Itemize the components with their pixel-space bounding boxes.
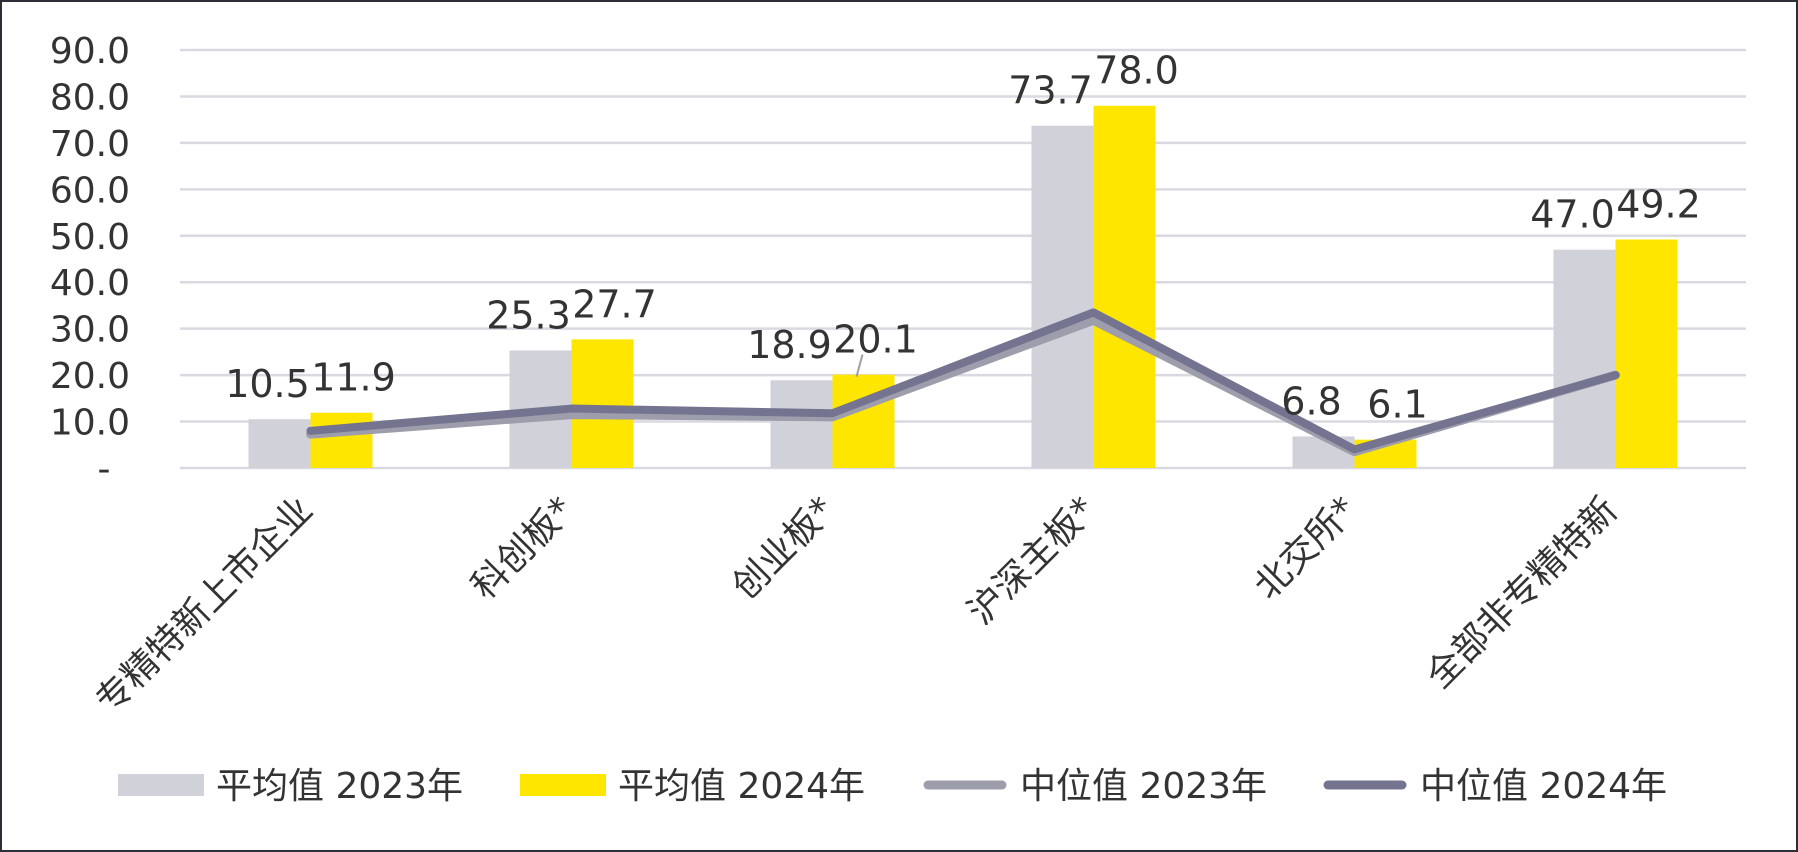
data-label: 47.0: [1530, 193, 1615, 237]
y-tick-label: -: [98, 449, 111, 490]
bar: [1093, 105, 1156, 468]
bar: [770, 380, 833, 468]
legend-label: 平均值 2024年: [618, 766, 865, 807]
category-label: 科创板*: [464, 489, 582, 607]
median-lines: [306, 308, 1620, 457]
category-label: 北交所*: [1247, 489, 1365, 607]
data-label: 78.0: [1094, 49, 1179, 93]
data-label: 49.2: [1616, 182, 1701, 226]
y-tick-label: 70.0: [50, 124, 130, 165]
data-label: 6.1: [1367, 383, 1427, 427]
y-axis-ticks: - 10.0 20.0 30.0 40.0 50.0 60.0 70.0 80.0 90.0: [50, 31, 130, 490]
category-label: 全部非专精特新: [1419, 489, 1626, 696]
bar: [1553, 249, 1616, 468]
category-label: 专精特新上市企业: [88, 489, 321, 722]
y-tick-label: 10.0: [50, 403, 130, 444]
label-leader-line: [855, 354, 864, 377]
data-label: 25.3: [486, 293, 571, 337]
data-label: 73.7: [1008, 69, 1093, 113]
median-line: [306, 308, 1620, 454]
bar: [248, 419, 311, 468]
data-label: 27.7: [572, 282, 657, 326]
legend-swatch: [520, 774, 606, 796]
legend-label: 中位值 2023年: [1020, 766, 1267, 807]
x-axis-categories: 专精特新上市企业 科创板* 创业板* 沪深主板* 北交所* 全部非专精特新: [88, 489, 1626, 722]
y-tick-label: 90.0: [50, 31, 130, 72]
data-label: 11.9: [311, 356, 396, 400]
legend-label: 平均值 2023年: [216, 766, 463, 807]
bar: [1031, 125, 1094, 469]
legend: 平均值 2023年 平均值 2024年 中位值 2023年 中位值 2024年: [118, 766, 1667, 807]
bar: [571, 339, 634, 468]
legend-label: 中位值 2024年: [1420, 766, 1667, 807]
y-tick-label: 20.0: [50, 356, 130, 397]
category-label: 沪深主板*: [960, 489, 1104, 633]
y-tick-label: 60.0: [50, 170, 130, 211]
y-tick-label: 40.0: [50, 263, 130, 304]
y-tick-label: 50.0: [50, 217, 130, 258]
bar: [1615, 239, 1678, 468]
data-label: 10.5: [225, 362, 310, 406]
category-label: 创业板*: [725, 489, 843, 607]
y-tick-label: 80.0: [50, 77, 130, 118]
data-label: 6.8: [1281, 379, 1341, 423]
data-label: 20.1: [833, 318, 918, 362]
data-labels: 10.5 25.3 18.9 73.7 6.8 47.0 11.9 27.7 20.1 78.0 6…: [225, 49, 1701, 427]
bar: [310, 412, 373, 468]
legend-swatch: [118, 774, 204, 796]
bars: [248, 105, 1678, 469]
data-label: 18.9: [747, 323, 832, 367]
y-tick-label: 30.0: [50, 310, 130, 351]
